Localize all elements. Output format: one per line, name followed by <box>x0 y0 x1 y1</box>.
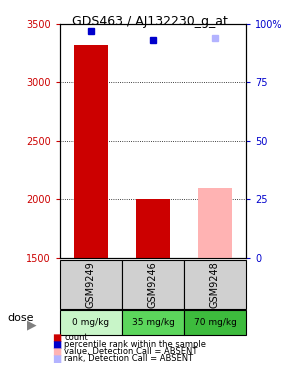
Text: percentile rank within the sample: percentile rank within the sample <box>64 340 206 349</box>
Text: GSM9248: GSM9248 <box>210 261 220 308</box>
Text: 0 mg/kg: 0 mg/kg <box>72 318 110 327</box>
Bar <box>74 45 108 258</box>
Text: value, Detection Call = ABSENT: value, Detection Call = ABSENT <box>64 347 198 356</box>
Text: 35 mg/kg: 35 mg/kg <box>132 318 174 327</box>
Text: dose: dose <box>8 313 34 323</box>
Text: GSM9249: GSM9249 <box>86 261 96 308</box>
Text: ■: ■ <box>52 354 62 364</box>
Text: ▶: ▶ <box>27 319 36 332</box>
Text: GSM9246: GSM9246 <box>148 261 158 308</box>
Text: count: count <box>64 333 88 342</box>
Text: rank, Detection Call = ABSENT: rank, Detection Call = ABSENT <box>64 354 194 363</box>
Text: ■: ■ <box>52 347 62 357</box>
Text: ■: ■ <box>52 340 62 350</box>
Text: 70 mg/kg: 70 mg/kg <box>194 318 236 327</box>
Text: ■: ■ <box>52 333 62 343</box>
Text: GDS463 / AJ132230_g_at: GDS463 / AJ132230_g_at <box>72 15 228 28</box>
Bar <box>198 188 232 258</box>
Bar <box>136 199 170 258</box>
